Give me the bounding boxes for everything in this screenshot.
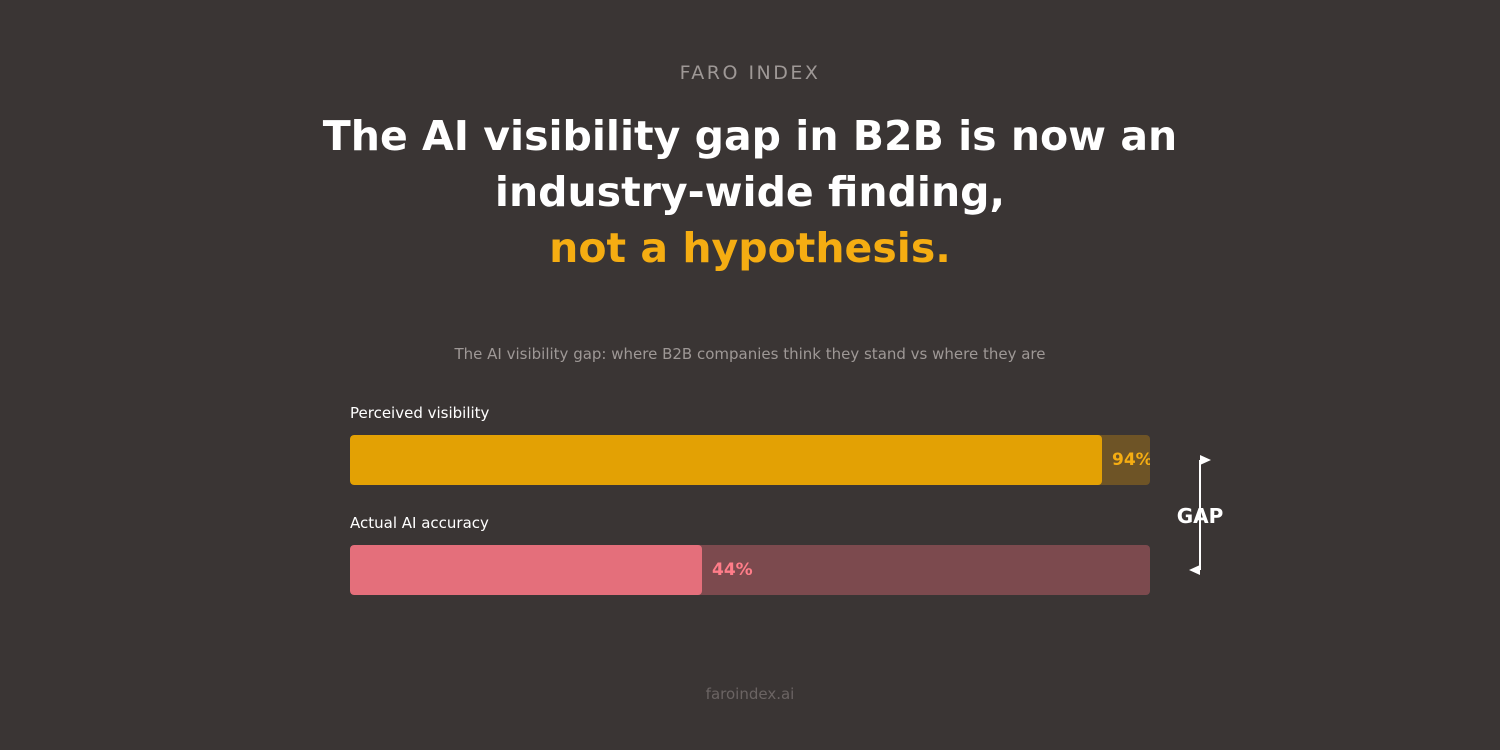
headline: The AI visibility gap in B2B is now an i… [250, 108, 1250, 276]
bar-label-perceived: Perceived visibility [350, 404, 490, 422]
bar-fill-actual [350, 545, 702, 595]
bar-fill-perceived [350, 435, 1102, 485]
gap-label: GAP [1176, 504, 1224, 528]
bar-value-perceived: 94% [1112, 450, 1150, 470]
bar-value-actual: 44% [712, 560, 753, 580]
footer-site: faroindex.ai [705, 685, 795, 703]
headline-line-1: The AI visibility gap in B2B is now an [322, 112, 1178, 160]
bar-label-actual: Actual AI accuracy [350, 514, 489, 532]
headline-accent: not a hypothesis. [549, 224, 951, 272]
bar-track-actual: 44% [350, 545, 1150, 595]
gap-bracket-icon [1189, 455, 1211, 575]
headline-line-2: industry-wide finding, [494, 168, 1006, 216]
brand-label: FARO INDEX [679, 62, 821, 84]
chart-title: The AI visibility gap: where B2B compani… [454, 345, 1046, 363]
bar-track-perceived: 94% [350, 435, 1150, 485]
